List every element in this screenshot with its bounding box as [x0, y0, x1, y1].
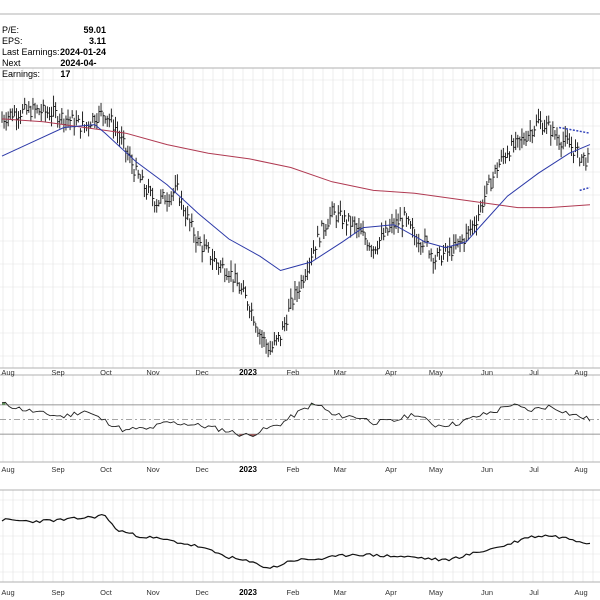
x-axis-tick-label: Nov — [146, 465, 160, 474]
stat-row-next-earnings: Next Earnings: 2024-04-17 — [2, 58, 106, 80]
stat-value: 2024-01-24 — [59, 47, 106, 57]
x-axis-tick-label: Feb — [287, 588, 300, 597]
x-axis-tick-label: Aug — [1, 465, 14, 474]
panel-borders — [0, 13, 600, 583]
x-axis-tick-label: Oct — [100, 368, 113, 377]
oscillator-line — [1, 401, 591, 437]
trendline — [579, 186, 591, 192]
x-axis-tick-label: Oct — [100, 588, 113, 597]
stat-value: 2024-04-17 — [60, 58, 97, 79]
moving-average-50-line — [1, 124, 591, 272]
x-axis-tick-label: Jul — [529, 588, 539, 597]
grid-layer — [0, 68, 600, 582]
stat-row-eps: EPS: 3.11 — [2, 36, 106, 47]
x-axis-tick-label: Jun — [481, 368, 493, 377]
x-axis-tick-label: Aug — [574, 368, 587, 377]
x-axis-tick-label: Sep — [51, 465, 64, 474]
moving-average-200-line — [1, 118, 591, 209]
x-axis-tick-labels: Aug Aug Aug Sep Sep Sep Oct Oct Oct Nov Nov Nov Dec D… — [1, 368, 587, 597]
x-axis-tick-label: Jun — [481, 588, 493, 597]
trendline — [558, 126, 591, 134]
x-axis-tick-label: Oct — [100, 465, 113, 474]
x-axis-tick-label: Aug — [1, 368, 14, 377]
x-axis-tick-label: May — [429, 465, 443, 474]
x-axis-tick-label: 2023 — [239, 465, 257, 474]
relative-strength-panel — [1, 513, 591, 569]
x-axis-tick-label: 2023 — [239, 368, 257, 377]
x-axis-tick-label: Apr — [385, 368, 397, 377]
x-axis-tick-label: Aug — [574, 588, 587, 597]
oscillator-panel — [0, 401, 600, 437]
x-axis-tick-label: 2023 — [239, 588, 257, 597]
x-axis-tick-label: Feb — [287, 368, 300, 377]
x-axis-tick-label: Jul — [529, 368, 539, 377]
x-axis-tick-label: Nov — [146, 588, 160, 597]
stat-row-last-earnings: Last Earnings: 2024-01-24 — [2, 47, 106, 58]
stock-stats-box: P/E: 59.01 EPS: 3.11 Last Earnings: 2024… — [2, 25, 106, 80]
oscillator-extreme-fill — [249, 434, 257, 437]
relative-strength-line — [1, 513, 591, 569]
x-axis-tick-label: Aug — [574, 465, 587, 474]
stat-label: EPS: — [2, 36, 23, 46]
x-axis-tick-label: Nov — [146, 368, 160, 377]
stat-row-pe: P/E: 59.01 — [2, 25, 106, 36]
x-axis-tick-label: Mar — [334, 368, 347, 377]
stat-value: 59.01 — [83, 25, 106, 35]
x-axis-tick-label: Mar — [334, 588, 347, 597]
x-axis-tick-label: Jun — [481, 465, 493, 474]
stat-value: 3.11 — [88, 36, 106, 46]
x-axis-tick-label: Dec — [195, 368, 209, 377]
stat-label: Last Earnings: — [2, 47, 60, 57]
x-axis-tick-label: Dec — [195, 465, 209, 474]
x-axis-tick-label: Sep — [51, 588, 64, 597]
x-axis-tick-label: Apr — [385, 588, 397, 597]
price-panel — [1, 95, 591, 358]
x-axis-tick-label: May — [429, 368, 443, 377]
x-axis-tick-label: May — [429, 588, 443, 597]
stat-label: P/E: — [2, 25, 20, 35]
x-axis-tick-label: Apr — [385, 465, 397, 474]
x-axis-tick-label: Aug — [1, 588, 14, 597]
x-axis-tick-label: Jul — [529, 465, 539, 474]
stat-label: Next Earnings: — [2, 58, 41, 79]
x-axis-tick-label: Mar — [334, 465, 347, 474]
x-axis-tick-label: Sep — [51, 368, 64, 377]
x-axis-tick-label: Feb — [287, 465, 300, 474]
x-axis-tick-label: Dec — [195, 588, 209, 597]
